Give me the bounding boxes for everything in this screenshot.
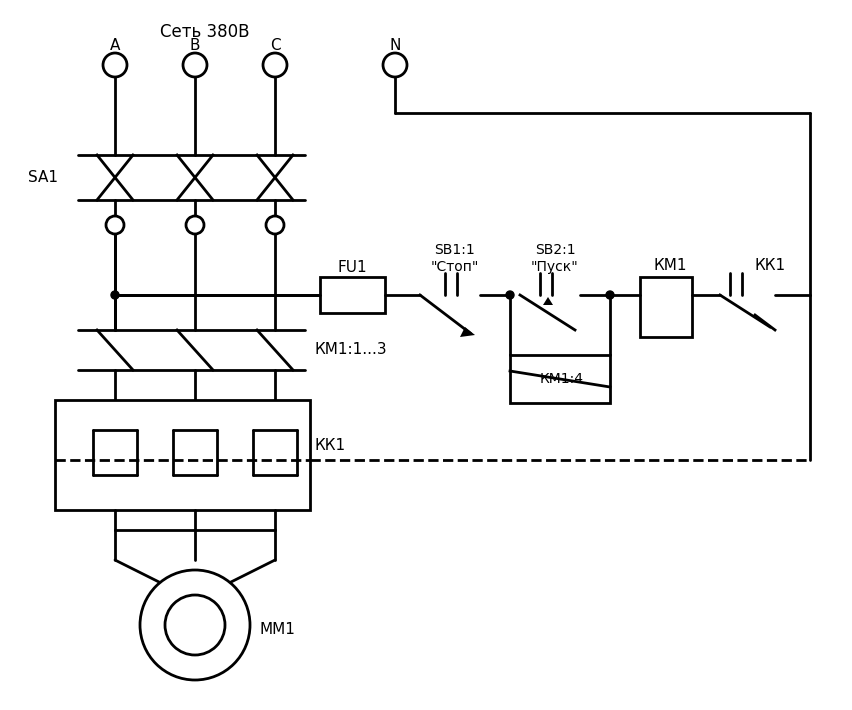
Circle shape bbox=[164, 595, 225, 655]
Text: SA1: SA1 bbox=[28, 170, 58, 185]
Text: SB1:1: SB1:1 bbox=[435, 243, 475, 257]
Text: Сеть 380В: Сеть 380В bbox=[160, 23, 250, 41]
Text: N: N bbox=[389, 38, 400, 53]
Text: КМ1: КМ1 bbox=[653, 258, 686, 273]
Text: КК1: КК1 bbox=[314, 437, 346, 452]
Bar bbox=[320, 277, 384, 313]
Text: "Стоп": "Стоп" bbox=[430, 260, 479, 274]
Bar bbox=[509, 355, 609, 403]
Text: SB2:1: SB2:1 bbox=[534, 243, 574, 257]
Circle shape bbox=[383, 53, 406, 77]
Polygon shape bbox=[543, 297, 552, 305]
Polygon shape bbox=[459, 327, 475, 337]
Circle shape bbox=[266, 216, 284, 234]
Circle shape bbox=[505, 291, 514, 299]
Text: КМ1:1...3: КМ1:1...3 bbox=[314, 342, 387, 358]
Text: FU1: FU1 bbox=[337, 259, 366, 275]
Bar bbox=[639, 277, 691, 337]
Text: "Пуск": "Пуск" bbox=[531, 260, 579, 274]
Text: КМ1:4: КМ1:4 bbox=[539, 372, 584, 386]
Text: B: B bbox=[189, 38, 200, 53]
Circle shape bbox=[111, 291, 119, 299]
Text: A: A bbox=[110, 38, 120, 53]
Text: C: C bbox=[269, 38, 280, 53]
Circle shape bbox=[140, 570, 250, 680]
Circle shape bbox=[262, 53, 286, 77]
Bar bbox=[55, 400, 309, 510]
Circle shape bbox=[183, 53, 207, 77]
Circle shape bbox=[186, 216, 204, 234]
Text: КК1: КК1 bbox=[753, 258, 785, 273]
Circle shape bbox=[103, 53, 127, 77]
Circle shape bbox=[605, 291, 613, 299]
Text: ММ1: ММ1 bbox=[260, 623, 296, 638]
Circle shape bbox=[106, 216, 124, 234]
